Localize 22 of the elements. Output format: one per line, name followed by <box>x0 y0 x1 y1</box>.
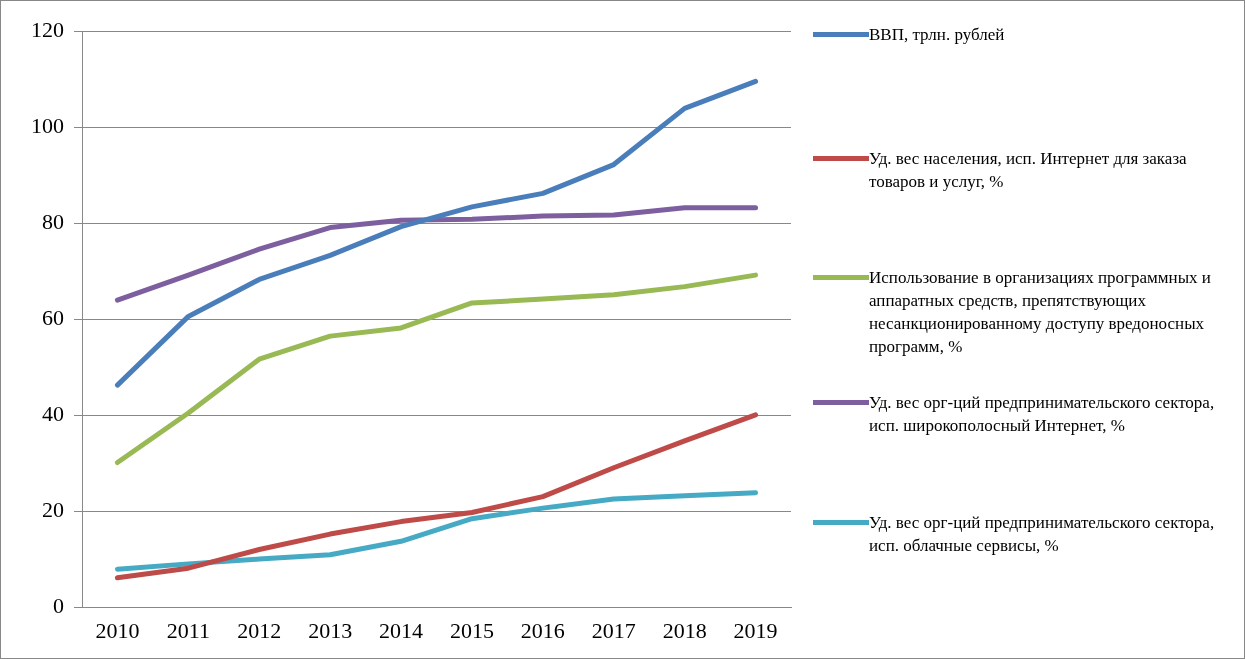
x-tick-label: 2010 <box>95 617 140 643</box>
y-tick-label: 120 <box>31 16 64 42</box>
y-tick-label: 20 <box>42 497 64 523</box>
y-tick-label: 0 <box>53 593 64 619</box>
legend-label: Уд. вес орг-ций предпринимательского сектора, исп. широкополосный Интернет, % <box>869 392 1216 437</box>
x-tick-label: 2018 <box>662 617 707 643</box>
y-tick-label: 60 <box>42 305 64 331</box>
x-tick-label: 2017 <box>591 617 636 643</box>
x-tick-label: 2013 <box>308 617 353 643</box>
x-tick-label: 2016 <box>520 617 565 643</box>
legend-label: Уд. вес орг-ций предпринимательского сектора, исп. облачные сервисы, % <box>869 512 1216 557</box>
x-tick-label: 2012 <box>237 617 282 643</box>
x-tick-label: 2011 <box>166 617 210 643</box>
y-tick-label: 80 <box>42 208 64 234</box>
x-tick-label: 2014 <box>379 617 424 643</box>
y-tick-label: 40 <box>42 401 64 427</box>
legend-label: Уд. вес населения, исп. Интернет для заказа товаров и услуг, % <box>869 148 1188 193</box>
y-tick-label: 100 <box>31 112 64 138</box>
x-tick-label: 2015 <box>449 617 494 643</box>
legend-label: Использование в организациях программных и аппаратных средств, препятствующих несанкционированному доступу вредоносных программ, % <box>869 267 1212 358</box>
x-tick-label: 2019 <box>733 617 778 643</box>
legend-label: ВВП, трлн. рублей <box>869 24 1005 46</box>
